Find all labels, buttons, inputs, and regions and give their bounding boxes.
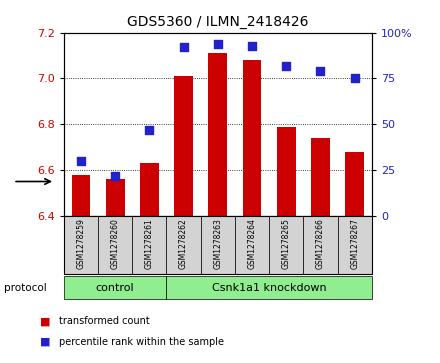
Point — [283, 63, 290, 69]
Text: GSM1278267: GSM1278267 — [350, 219, 359, 269]
Bar — [303, 216, 337, 274]
Bar — [166, 276, 372, 299]
Text: GSM1278262: GSM1278262 — [179, 219, 188, 269]
Text: protocol: protocol — [4, 283, 47, 293]
Bar — [64, 216, 98, 274]
Text: GSM1278261: GSM1278261 — [145, 219, 154, 269]
Bar — [64, 276, 166, 299]
Bar — [311, 138, 330, 216]
Text: percentile rank within the sample: percentile rank within the sample — [59, 337, 224, 347]
Bar — [345, 152, 364, 216]
Text: GSM1278263: GSM1278263 — [213, 219, 222, 269]
Bar — [277, 127, 296, 216]
Point — [112, 173, 119, 179]
Bar — [174, 76, 193, 216]
Point — [351, 76, 358, 81]
Point — [249, 42, 256, 48]
Bar — [140, 163, 159, 216]
Text: Csnk1a1 knockdown: Csnk1a1 knockdown — [212, 283, 326, 293]
Text: GSM1278259: GSM1278259 — [77, 219, 85, 269]
Point — [180, 44, 187, 50]
Text: GSM1278265: GSM1278265 — [282, 219, 291, 269]
Bar — [269, 216, 303, 274]
Bar — [201, 216, 235, 274]
Bar — [166, 216, 201, 274]
Bar — [106, 179, 125, 216]
Bar — [132, 216, 166, 274]
Point — [146, 127, 153, 133]
Text: GSM1278264: GSM1278264 — [248, 219, 257, 269]
Text: GSM1278260: GSM1278260 — [110, 219, 120, 269]
Bar — [242, 60, 261, 216]
Title: GDS5360 / ILMN_2418426: GDS5360 / ILMN_2418426 — [127, 15, 308, 29]
Bar — [98, 216, 132, 274]
Point — [214, 41, 221, 46]
Text: transformed count: transformed count — [59, 316, 150, 326]
Text: ■: ■ — [40, 316, 50, 326]
Bar — [209, 53, 227, 216]
Bar — [337, 216, 372, 274]
Text: control: control — [96, 283, 135, 293]
Point — [317, 68, 324, 74]
Text: GSM1278266: GSM1278266 — [316, 219, 325, 269]
Bar — [71, 175, 90, 216]
Point — [77, 158, 84, 164]
Bar — [235, 216, 269, 274]
Text: ■: ■ — [40, 337, 50, 347]
